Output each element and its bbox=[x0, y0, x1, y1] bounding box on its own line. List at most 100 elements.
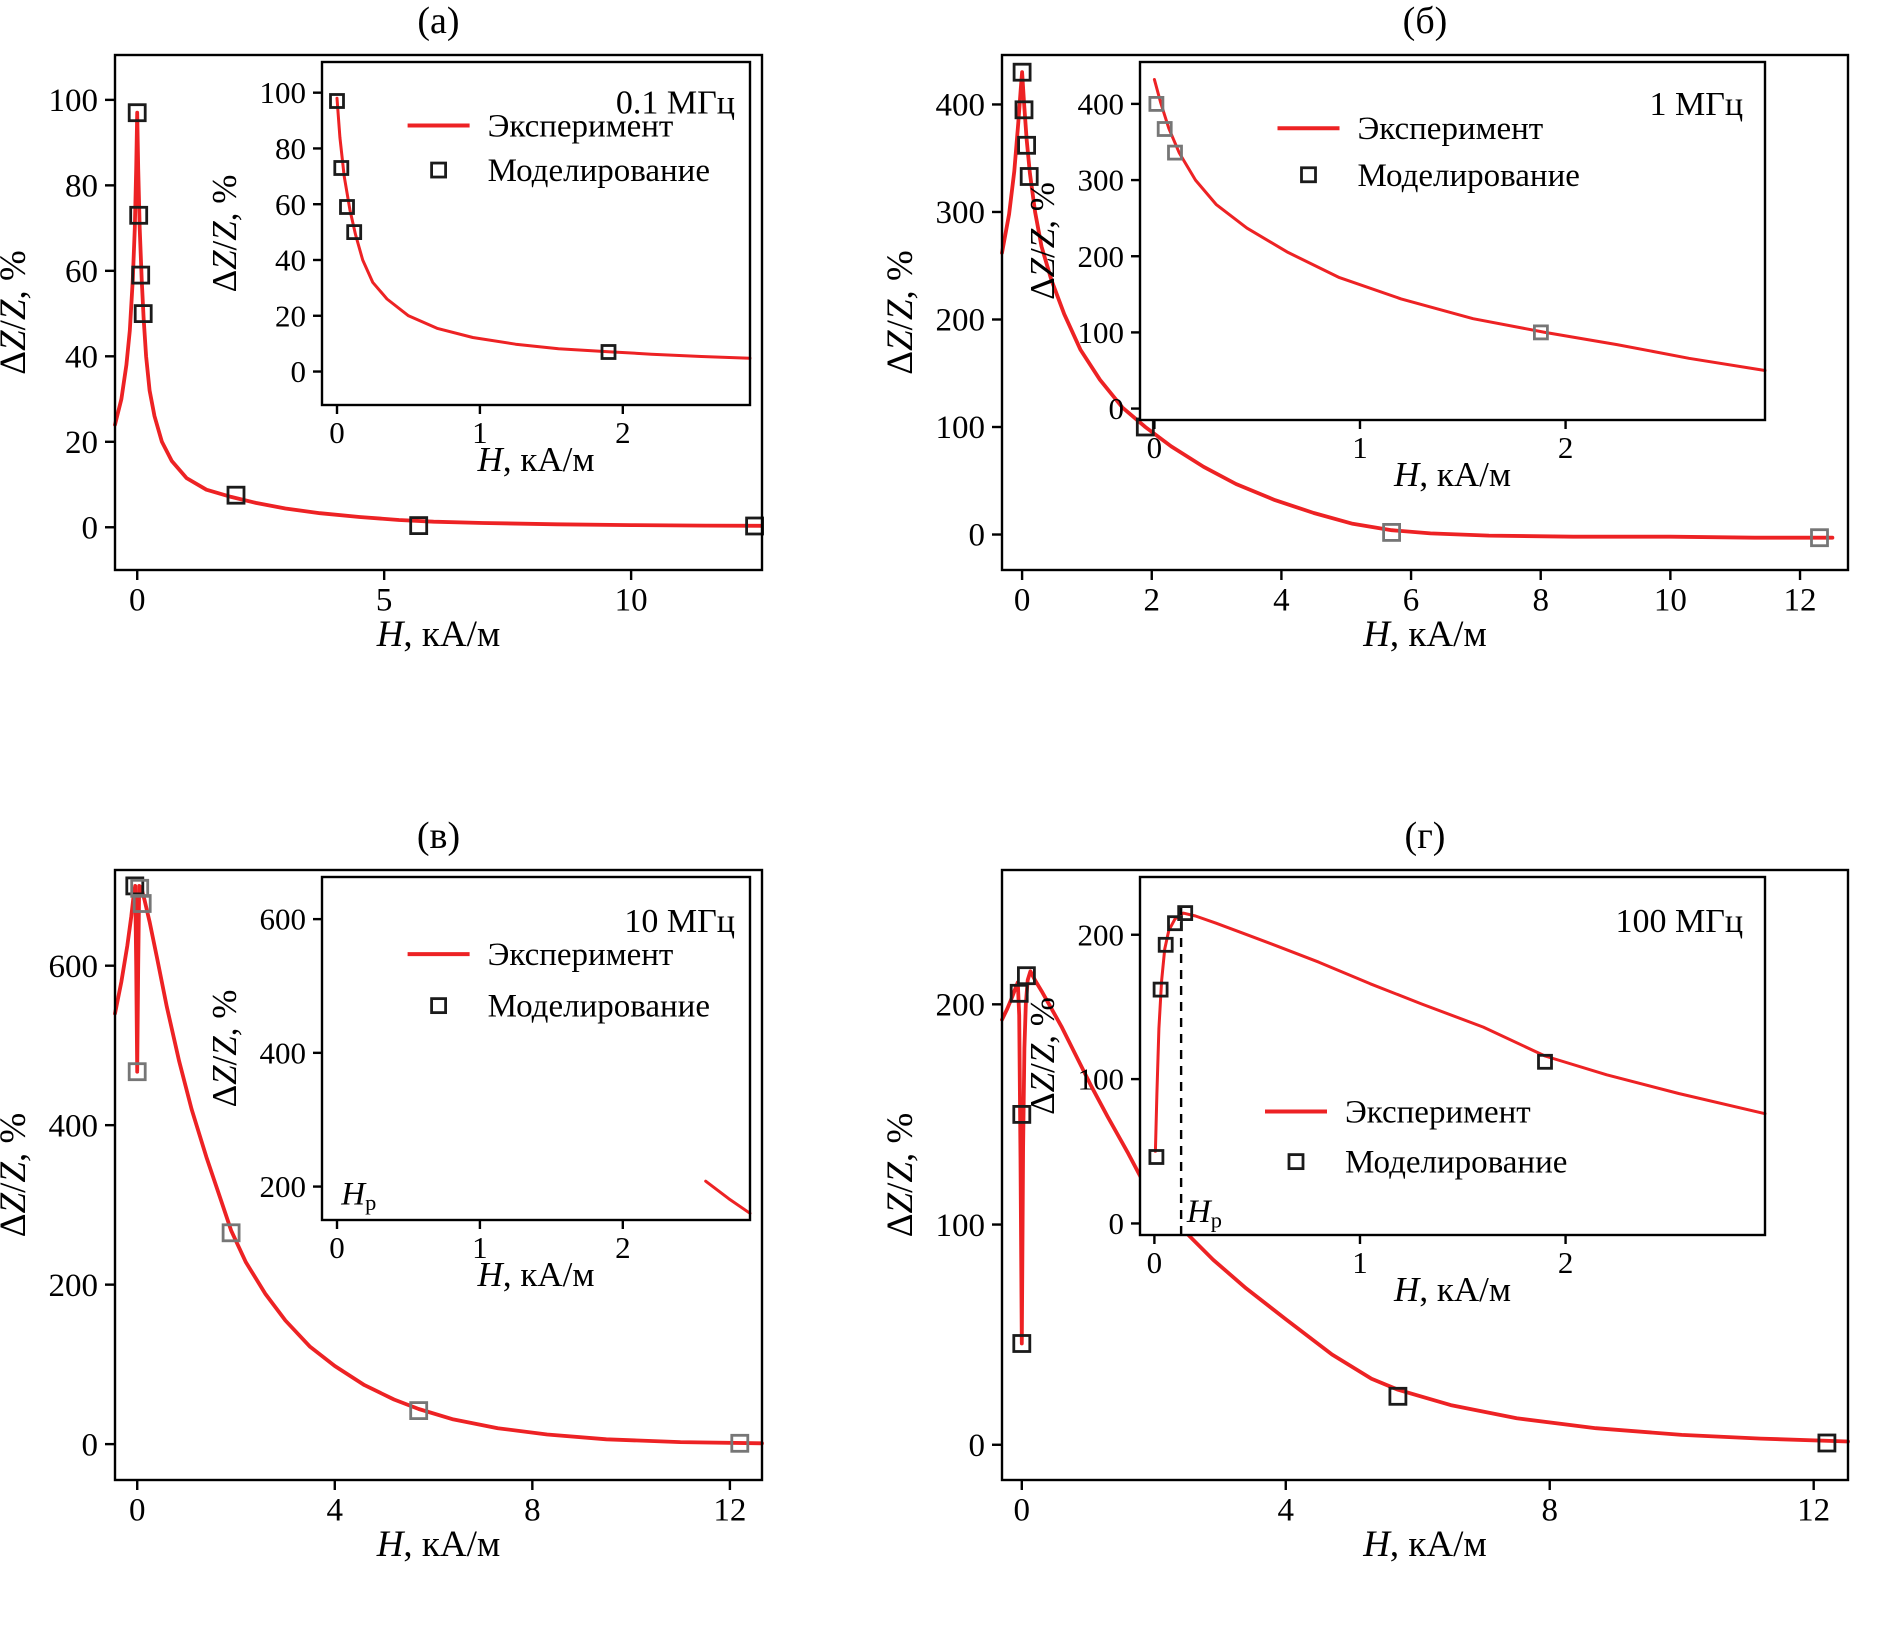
panel-b-inset-ytick-label: 100 bbox=[1078, 315, 1125, 350]
panel-a-main-ytick-label: 60 bbox=[65, 254, 98, 290]
panel-v-main-xtick-label: 8 bbox=[524, 1493, 541, 1529]
panel-b-main-xtick-label: 8 bbox=[1532, 583, 1549, 619]
panel-v-main-xtick-label: 4 bbox=[327, 1493, 344, 1529]
panel-a-main-model-marker bbox=[133, 304, 153, 324]
panel-g-main-model-marker bbox=[1009, 983, 1029, 1003]
panel-b-inset-ytick-label: 300 bbox=[1078, 163, 1125, 198]
panel-a-inset-legend-line-label: Эксперимент bbox=[488, 108, 674, 144]
panel-b-main-xlabel: H, кА/м bbox=[1362, 614, 1487, 655]
panel-v-main-ytick-label: 0 bbox=[82, 1427, 99, 1463]
panel-v-main-experiment-curve bbox=[113, 884, 764, 1446]
panel-g-inset-background bbox=[1140, 877, 1765, 1235]
panel-g-main-model-marker bbox=[1017, 966, 1036, 986]
panel-g-inset-model-marker bbox=[1167, 915, 1183, 932]
panel-a-inset-xtick-label: 0 bbox=[329, 415, 345, 450]
panel-g-inset-legend-marker-swatch bbox=[1287, 1153, 1305, 1171]
panel-g-inset-hp-label: Hp bbox=[1186, 1194, 1222, 1233]
panel-a-inset-ytick-label: 80 bbox=[275, 131, 306, 166]
panel-a-main-ylabel: ΔZ/Z, % bbox=[0, 250, 34, 375]
panel-a-inset-ylabel: ΔZ/Z, % bbox=[205, 175, 244, 293]
panel-a-inset-model-marker bbox=[329, 93, 345, 109]
panel-v-main-frame bbox=[113, 868, 764, 1482]
panel-b-inset-ytick-label: 400 bbox=[1078, 86, 1125, 121]
panel-g-inset-frame bbox=[1138, 875, 1767, 1237]
panel-g-main-model-marker bbox=[1012, 1334, 1032, 1353]
panel-v-main-model-marker bbox=[409, 1401, 429, 1420]
panel-g-inset: 0 1 2 0 100 200 H, кА/м ΔZ/Z, % 100 МГц Hp Экспери… bbox=[1023, 875, 1767, 1309]
panel-a-inset-ytick-label: 100 bbox=[260, 75, 307, 110]
panel-v-frequency-label: 10 МГц bbox=[624, 903, 735, 940]
panel-g-inset-legend-line-label: Эксперимент bbox=[1345, 1094, 1531, 1130]
panel-a-inset-experiment-curve bbox=[335, 96, 752, 360]
panel-g-inset-model-marker bbox=[1177, 905, 1194, 921]
panel-v-main-xtick-label: 12 bbox=[713, 1493, 746, 1529]
panel-v-inset-xtick-label: 1 bbox=[472, 1230, 488, 1265]
panel-g-inset-legend-marker-label: Моделирование bbox=[1345, 1145, 1567, 1181]
panel-b-main-model-marker bbox=[1012, 62, 1032, 82]
panel-v-main-ytick-label: 400 bbox=[49, 1108, 99, 1144]
panel-a-main-ytick-label: 100 bbox=[49, 83, 99, 119]
panel-a-inset-model-marker bbox=[600, 344, 617, 360]
panel-v-main-ytick-label: 600 bbox=[49, 949, 99, 985]
panel-g-main-frame bbox=[1000, 868, 1850, 1482]
panel-g-inset-model-marker bbox=[1157, 936, 1174, 953]
panel-a-main-model-marker bbox=[131, 265, 151, 285]
panel-b-main-model-marker bbox=[1017, 135, 1036, 155]
panel-b-main-xtick-label: 0 bbox=[1014, 583, 1031, 619]
panel-a-inset-legend-marker-swatch bbox=[430, 161, 448, 179]
panel-g-inset-model-marker bbox=[1152, 981, 1169, 998]
panel-a-inset-ytick-label: 60 bbox=[275, 187, 306, 222]
panel-g-main-ytick-label: 200 bbox=[936, 988, 986, 1024]
panel-a-inset-ytick-label: 20 bbox=[275, 298, 306, 333]
panel-b-inset-xtick-label: 0 bbox=[1147, 430, 1163, 465]
panel-v-inset-experiment-curve bbox=[704, 1179, 752, 1215]
panel-b-main-xtick-label: 2 bbox=[1144, 583, 1161, 619]
panel-g-inset-experiment-curve bbox=[1153, 911, 1767, 1153]
panel-a-main-ytick-label: 20 bbox=[65, 425, 98, 461]
panel-v-main-xtick-label: 0 bbox=[129, 1493, 146, 1529]
panel-a-main-ytick-label: 80 bbox=[65, 169, 98, 205]
panel-a-inset-ytick-label: 0 bbox=[291, 354, 307, 389]
panel-b-main-ytick-label: 200 bbox=[936, 303, 986, 339]
panel-v-label: (в) bbox=[417, 815, 460, 857]
panel-v-main-model-marker bbox=[132, 894, 152, 913]
panel-a-main-xlabel: H, кА/м bbox=[376, 614, 501, 655]
panel-b-main-model-marker bbox=[1810, 528, 1829, 548]
panel-g-main-model-marker bbox=[1817, 1433, 1837, 1453]
panel-b-main-model-marker bbox=[1382, 523, 1401, 542]
panel-b-main-ytick-label: 0 bbox=[969, 518, 986, 554]
panel-b-inset-model-marker bbox=[1533, 324, 1549, 341]
panel-a-inset-frame bbox=[320, 60, 752, 407]
panel-b-inset-model-marker bbox=[1167, 144, 1183, 161]
panel-a-main-xtick-label: 10 bbox=[615, 583, 648, 619]
panel-a-main-model-marker bbox=[409, 516, 429, 535]
panel-a-inset-xtick-label: 2 bbox=[615, 415, 631, 450]
panel-b-inset-xlabel: H, кА/м bbox=[1393, 455, 1511, 494]
panel-a-main-model-marker bbox=[127, 103, 147, 123]
panel-g-inset-xlabel: H, кА/м bbox=[1393, 1270, 1511, 1309]
panel-v-main-model-marker bbox=[125, 876, 145, 896]
panel-b-main-ytick-label: 400 bbox=[936, 88, 986, 124]
panel-b-inset-xtick-label: 1 bbox=[1352, 430, 1368, 465]
panel-b-main-xtick-label: 10 bbox=[1654, 583, 1687, 619]
panel-b-main-experiment-curve bbox=[1000, 70, 1835, 540]
panel-g-main-xtick-label: 12 bbox=[1797, 1493, 1830, 1529]
panel-b-inset: 0 1 2 0 100 200 300 400 H, кА/м ΔZ/Z, % 1 МГц Экспе… bbox=[1023, 60, 1767, 494]
panel-g-main-xtick-label: 4 bbox=[1278, 1493, 1295, 1529]
panel-g-main-xtick-label: 8 bbox=[1541, 1493, 1558, 1529]
panel-a-inset-ytick-label: 40 bbox=[275, 243, 306, 278]
panel-b-main-model-marker bbox=[1014, 100, 1034, 120]
panel-v-inset-ytick-label: 600 bbox=[260, 902, 307, 937]
panel-v-inset-ytick-label: 400 bbox=[260, 1035, 307, 1070]
panel-b-inset-frame bbox=[1138, 60, 1767, 422]
panel-b-frequency-label: 1 МГц bbox=[1650, 86, 1744, 123]
panel-b-inset-model-marker bbox=[1156, 121, 1173, 137]
panel-b-inset-model-marker bbox=[1148, 96, 1165, 112]
panel-b-inset-ylabel: ΔZ/Z, % bbox=[1023, 182, 1062, 300]
panel-g-inset-xtick-label: 2 bbox=[1558, 1245, 1574, 1280]
panel-v-main-model-marker bbox=[730, 1433, 750, 1453]
panel-a-frequency-label: 0.1 МГц bbox=[616, 84, 735, 121]
panel-b-main-frame bbox=[1000, 53, 1850, 572]
